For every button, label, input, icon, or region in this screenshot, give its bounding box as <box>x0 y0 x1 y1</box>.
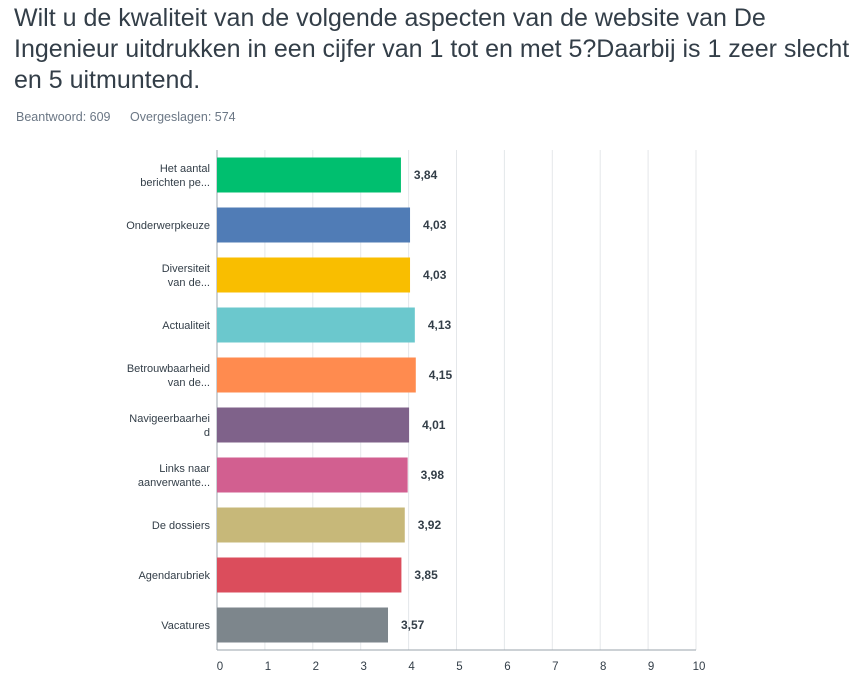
x-tick-label: 3 <box>360 661 366 673</box>
x-tick-label: 4 <box>408 661 415 673</box>
value-label: 3,92 <box>418 518 442 532</box>
x-tick-label: 8 <box>600 661 606 673</box>
skipped-count: Overgeslagen: 574 <box>130 110 236 124</box>
category-label: Agendarubriek <box>138 570 210 582</box>
answered-count: Beantwoord: 609 <box>16 110 111 124</box>
bar[interactable] <box>217 457 408 493</box>
x-tick-label: 5 <box>456 661 462 673</box>
x-tick-label: 6 <box>504 661 510 673</box>
value-label: 4,15 <box>429 368 453 382</box>
bar[interactable] <box>217 557 402 593</box>
value-label: 4,01 <box>422 418 446 432</box>
category-label: Navigeerbaarhei d <box>129 413 210 439</box>
bar[interactable] <box>217 157 401 193</box>
category-label: Actualiteit <box>162 320 210 332</box>
category-label: Links naar aanverwante... <box>138 463 210 489</box>
bar[interactable] <box>217 257 411 293</box>
value-label: 3,84 <box>414 168 438 182</box>
question-title: Wilt u de kwaliteit van de volgende aspe… <box>14 4 850 94</box>
value-label: 3,57 <box>401 618 425 632</box>
category-label: De dossiers <box>152 520 211 532</box>
value-label: 3,98 <box>421 468 445 482</box>
x-tick-label: 2 <box>313 661 319 673</box>
value-label: 4,13 <box>428 318 452 332</box>
x-tick-label: 7 <box>552 661 558 673</box>
category-label: Onderwerpkeuze <box>126 220 210 232</box>
x-tick-label: 9 <box>648 661 654 673</box>
x-tick-label: 1 <box>265 661 271 673</box>
value-label: 4,03 <box>423 268 447 282</box>
bar[interactable] <box>217 207 411 243</box>
bar[interactable] <box>217 307 415 343</box>
bars <box>217 157 416 643</box>
value-labels: 3,84 4,03 4,03 4,13 4,15 4,01 3,98 3,92 3,85 3,57 <box>401 168 452 632</box>
category-label: Het aantal berichten pe... <box>140 163 210 189</box>
bar[interactable] <box>217 507 405 543</box>
category-labels: Het aantal berichten pe... Onderwerpkeuze D… <box>126 163 210 632</box>
bar[interactable] <box>217 357 416 393</box>
category-label: Betrouwbaarheid van de... <box>127 363 210 389</box>
x-tick-label: 10 <box>693 661 706 673</box>
bar[interactable] <box>217 607 389 643</box>
response-stats: Beantwoord: 609 Overgeslagen: 574 <box>16 110 252 124</box>
x-tick-label: 0 <box>217 661 223 673</box>
value-label: 3,85 <box>414 568 438 582</box>
bar[interactable] <box>217 407 410 443</box>
value-label: 4,03 <box>423 218 447 232</box>
category-label: Diversiteit van de... <box>162 263 210 289</box>
category-label: Vacatures <box>161 620 210 632</box>
x-tick-labels: 0 1 2 3 4 5 6 7 8 9 10 <box>217 661 706 673</box>
